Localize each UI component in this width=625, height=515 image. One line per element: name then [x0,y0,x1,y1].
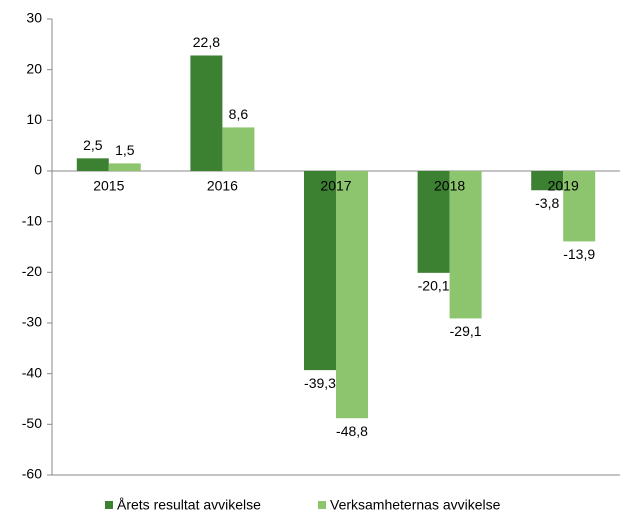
data-label: 2,5 [83,137,103,153]
data-label: 22,8 [193,34,220,50]
legend-label: Årets resultat avvikelse [117,497,261,513]
bar [304,171,336,371]
data-label: -20,1 [418,278,450,294]
y-tick-label: -10 [22,212,42,228]
bar [222,127,255,171]
legend-label: Verksamheternas avvikelse [330,497,501,513]
bar [531,171,564,191]
bar [417,171,450,273]
legend-swatch [318,501,326,509]
bar [76,158,109,171]
data-label: -29,1 [450,323,482,339]
y-tick-label: 30 [26,10,42,26]
data-label: -39,3 [304,375,336,391]
data-label: 8,6 [229,106,249,122]
y-tick-label: 20 [26,60,42,76]
y-tick-label: -50 [22,415,42,431]
y-tick-label: -60 [22,466,42,482]
y-tick-label: -30 [22,314,42,330]
bar [190,55,223,172]
bar [449,171,482,319]
data-label: -48,8 [336,423,368,439]
y-tick-label: -20 [22,263,42,279]
legend-swatch [105,501,113,509]
bar [336,171,368,419]
bar [563,171,596,242]
bar [108,163,141,171]
x-tick-label: 2019 [548,178,579,194]
x-tick-label: 2017 [320,178,351,194]
x-tick-label: 2016 [207,178,238,194]
data-label: -13,9 [563,246,595,262]
x-tick-label: 2015 [93,178,124,194]
data-label: 1,5 [115,142,135,158]
x-tick-label: 2018 [434,178,465,194]
y-tick-label: 10 [26,111,42,127]
y-tick-label: 0 [34,162,42,178]
data-label: -3,8 [535,195,559,211]
y-tick-label: -40 [22,364,42,380]
